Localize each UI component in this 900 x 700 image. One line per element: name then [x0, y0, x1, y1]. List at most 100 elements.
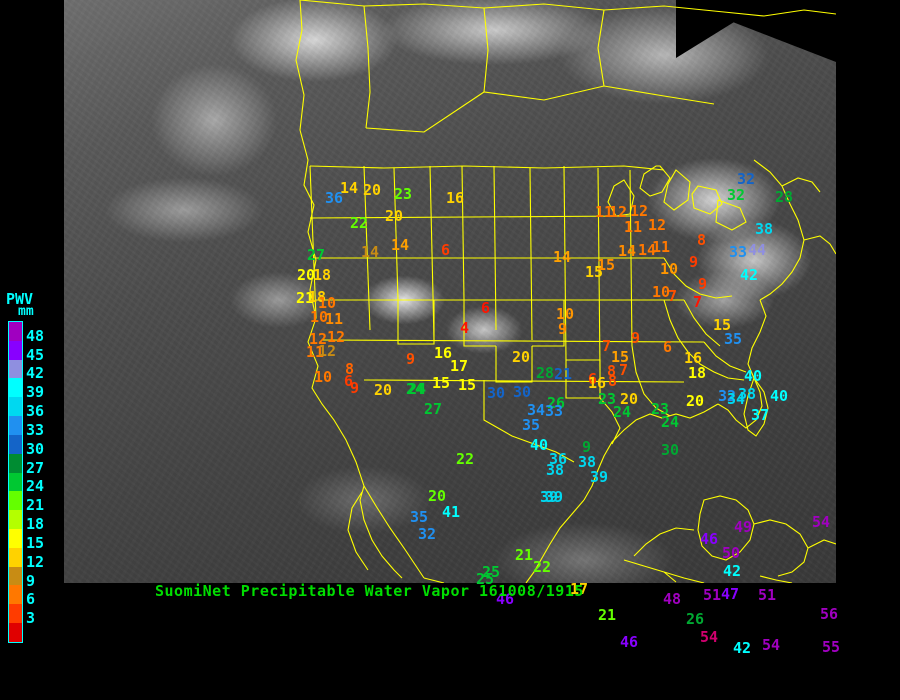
station-value-label: 21: [554, 365, 573, 383]
station-value-label: 10: [318, 294, 337, 312]
station-value-label: 23: [598, 390, 617, 408]
station-value-label: 47: [721, 585, 740, 603]
station-value-label: 38: [755, 220, 774, 238]
station-value-label: 27: [424, 400, 443, 418]
station-value-label: 6: [663, 338, 673, 356]
station-value-label: 38: [738, 385, 757, 403]
station-value-label: 32: [737, 170, 756, 188]
station-value-label: 22: [456, 450, 475, 468]
station-value-label: 26: [547, 394, 566, 412]
station-value-label: 25: [476, 570, 495, 588]
colorbar-swatch: [9, 566, 22, 586]
station-value-label: 9: [558, 320, 568, 338]
station-value-label: 12: [648, 216, 667, 234]
colorbar-swatch: [9, 397, 22, 417]
colorbar-tick-label: 30: [26, 439, 45, 458]
station-value-label: 8: [345, 360, 355, 378]
station-value-label: 32: [727, 186, 746, 204]
colorbar-tick-label: 15: [26, 533, 45, 552]
station-value-label: 8: [608, 372, 618, 390]
station-value-label: 4: [460, 319, 470, 337]
colorbar-tick-label: 3: [26, 609, 36, 628]
station-value-label: 11: [652, 238, 671, 256]
station-value-label: 41: [442, 503, 461, 521]
colorbar-swatch: [9, 604, 22, 623]
station-value-label: 15: [597, 256, 616, 274]
colorbar-title: PWV: [6, 290, 34, 308]
station-value-label: 38: [578, 453, 597, 471]
station-value-label: 18: [308, 288, 327, 306]
station-value-label: 16: [588, 374, 607, 392]
station-value-label: 55: [822, 638, 841, 656]
station-value-label: 42: [740, 266, 759, 284]
station-value-label: 28: [775, 188, 794, 206]
station-value-label: 23: [394, 185, 413, 203]
station-value-label: 34: [527, 401, 546, 419]
station-value-label: 22: [533, 558, 552, 576]
station-value-label: 12: [609, 203, 628, 221]
station-value-label: 24: [406, 380, 425, 398]
station-value-label: 54: [700, 628, 719, 646]
station-value-label: 18: [688, 364, 707, 382]
station-value-label: 8: [607, 362, 617, 380]
colorbar-swatch: [9, 322, 22, 341]
station-value-label: 34: [727, 390, 746, 408]
station-value-label: 9: [582, 438, 592, 456]
station-value-label: 9: [406, 350, 416, 368]
colorbar-swatch: [9, 491, 22, 511]
station-value-label: 6: [344, 372, 354, 390]
station-value-label: 32: [418, 525, 437, 543]
colorbar-tick-label: 6: [26, 590, 36, 609]
station-value-label: 14: [638, 241, 657, 259]
station-value-label: 20: [428, 487, 447, 505]
station-value-label: 14: [553, 248, 572, 266]
station-value-label: 30: [487, 384, 506, 402]
station-value-label: 44: [748, 241, 767, 259]
colorbar-swatch: [9, 378, 22, 398]
station-value-label: 56: [820, 605, 839, 623]
colorbar-tick-label: 45: [26, 345, 45, 364]
station-value-label: 12: [630, 202, 649, 220]
station-value-label: 10: [556, 305, 575, 323]
station-value-label: 35: [410, 508, 429, 526]
colorbar-swatch: [9, 547, 22, 567]
station-value-label: 20: [374, 381, 393, 399]
station-value-label: 20: [620, 390, 639, 408]
station-value-label: 11: [306, 343, 325, 361]
station-value-label: 9: [350, 379, 360, 397]
colorbar-tick-label: 39: [26, 383, 45, 402]
station-value-label: 39: [590, 468, 609, 486]
colorbar-swatch: [9, 472, 22, 492]
station-value-label: 20: [385, 207, 404, 225]
station-value-label: 16: [446, 189, 465, 207]
station-value-label: 17: [450, 357, 469, 375]
station-value-label: 37: [751, 406, 770, 424]
station-value-label: 46: [496, 590, 515, 608]
station-value-label: 32: [718, 387, 737, 405]
station-value-label: 7: [602, 337, 612, 355]
station-value-label: 11: [624, 218, 643, 236]
station-value-label: 6: [481, 299, 491, 317]
station-value-label: 48: [663, 590, 682, 608]
station-value-label: 46: [700, 530, 719, 548]
station-value-label: 15: [458, 376, 477, 394]
station-value-label: 10: [660, 260, 679, 278]
station-value-label: 26: [686, 610, 705, 628]
colorbar-swatch: [9, 434, 22, 454]
colorbar-tick-label: 33: [26, 420, 45, 439]
station-value-label: 15: [611, 348, 630, 366]
colorbar-swatch: [9, 623, 22, 642]
station-value-label: 40: [770, 387, 789, 405]
station-value-label: 22: [350, 214, 369, 232]
station-value-label: 9: [689, 253, 699, 271]
colorbar-tick-label: 27: [26, 458, 45, 477]
station-value-label: 15: [585, 263, 604, 281]
station-value-label: 21: [515, 546, 534, 564]
station-value-label: 14: [391, 236, 410, 254]
station-value-label: 25: [482, 563, 501, 581]
station-value-label: 46: [620, 633, 639, 651]
station-value-label: 24: [661, 413, 680, 431]
station-value-label: 15: [713, 316, 732, 334]
station-value-label: 51: [758, 586, 777, 604]
satellite-image: [64, 0, 836, 583]
